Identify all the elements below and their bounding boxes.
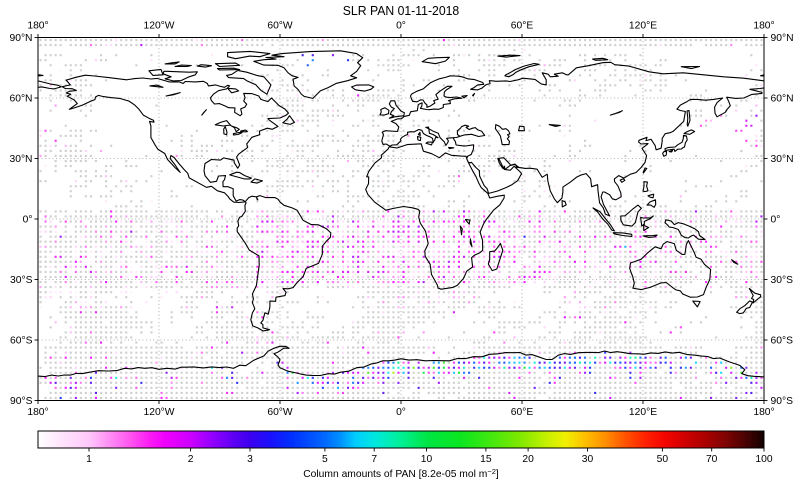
svg-text:180°: 180° [753,20,774,31]
svg-text:100: 100 [755,454,772,465]
svg-text:180°: 180° [27,20,48,31]
svg-text:30°S: 30°S [771,275,794,286]
svg-text:60°S: 60°S [771,336,794,347]
svg-text:30°N: 30°N [9,154,32,165]
svg-text:15: 15 [480,454,492,465]
svg-text:90°S: 90°S [771,396,794,407]
svg-text:120°W: 120°W [143,20,174,31]
svg-text:3: 3 [247,454,253,465]
svg-text:180°: 180° [27,407,48,418]
svg-text:SLR PAN 01-11-2018: SLR PAN 01-11-2018 [343,3,460,18]
svg-text:120°W: 120°W [143,407,174,418]
svg-text:0°: 0° [396,407,406,418]
svg-text:120°E: 120°E [629,20,657,31]
svg-text:70: 70 [706,454,718,465]
svg-text:50: 50 [657,454,669,465]
svg-text:0°: 0° [396,20,406,31]
svg-text:180°: 180° [753,407,774,418]
svg-text:60°E: 60°E [511,20,534,31]
svg-text:10: 10 [421,454,433,465]
svg-text:120°E: 120°E [629,407,657,418]
svg-text:60°W: 60°W [267,20,293,31]
svg-text:60°N: 60°N [771,94,794,105]
svg-text:30: 30 [582,454,594,465]
svg-text:Column amounts of PAN [8.2e-05: Column amounts of PAN [8.2e-05 mol m−2] [303,467,499,480]
svg-text:30°S: 30°S [10,275,33,286]
svg-text:60°E: 60°E [511,407,534,418]
svg-text:20: 20 [522,454,534,465]
svg-text:90°N: 90°N [771,33,794,44]
svg-text:1: 1 [86,454,92,465]
svg-text:0°: 0° [23,215,33,226]
svg-text:2: 2 [188,454,194,465]
svg-text:30°N: 30°N [771,154,794,165]
svg-text:0°: 0° [771,215,781,226]
svg-text:7: 7 [371,454,377,465]
svg-text:60°S: 60°S [10,336,33,347]
svg-text:90°S: 90°S [10,396,33,407]
svg-text:60°N: 60°N [9,94,32,105]
svg-text:90°N: 90°N [9,33,32,44]
svg-text:5: 5 [322,454,328,465]
svg-text:60°W: 60°W [267,407,293,418]
